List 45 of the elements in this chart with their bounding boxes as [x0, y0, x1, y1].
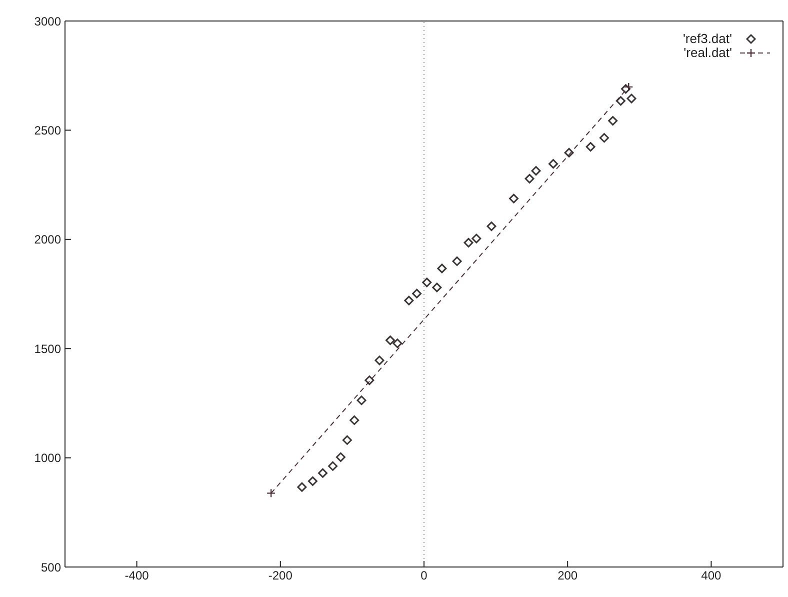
point [364, 376, 374, 386]
y-tick-label: 1000 [34, 451, 62, 466]
point [509, 194, 518, 204]
point [472, 234, 482, 244]
point [356, 396, 366, 406]
point [586, 142, 596, 152]
point [608, 116, 618, 126]
point [548, 159, 558, 169]
point [599, 133, 609, 143]
point [404, 296, 414, 306]
point [437, 264, 447, 274]
point [531, 166, 541, 176]
x-tick-label: 200 [558, 568, 578, 583]
point [412, 288, 422, 298]
point [524, 174, 534, 184]
point [616, 96, 626, 106]
point [432, 282, 442, 292]
y-tick-label: 1500 [34, 342, 62, 356]
y-tick-label: 3000 [34, 14, 62, 28]
y-tick-label: 500 [40, 560, 62, 574]
point [422, 278, 432, 288]
point [486, 222, 496, 232]
point [336, 452, 346, 462]
x-tick-label: 0 [420, 568, 428, 583]
point [374, 356, 384, 366]
y-tick-label: 2000 [34, 232, 62, 247]
y-tick-label: 2500 [34, 123, 62, 138]
point [342, 435, 352, 445]
point [350, 415, 360, 425]
point [624, 82, 634, 92]
legend-label: 'ref3.dat' [682, 31, 732, 46]
x-tick-label: -400 [124, 568, 150, 583]
point [266, 488, 276, 498]
x-tick-label: -200 [268, 568, 293, 583]
point [386, 336, 396, 346]
point [297, 482, 307, 492]
point [308, 476, 318, 486]
point [452, 256, 462, 266]
legend-label: 'real.dat' [684, 45, 732, 60]
point [318, 468, 328, 478]
point [626, 94, 636, 104]
x-tick-label: 400 [701, 568, 722, 583]
point [392, 338, 402, 348]
point [464, 238, 474, 248]
point [328, 461, 338, 471]
